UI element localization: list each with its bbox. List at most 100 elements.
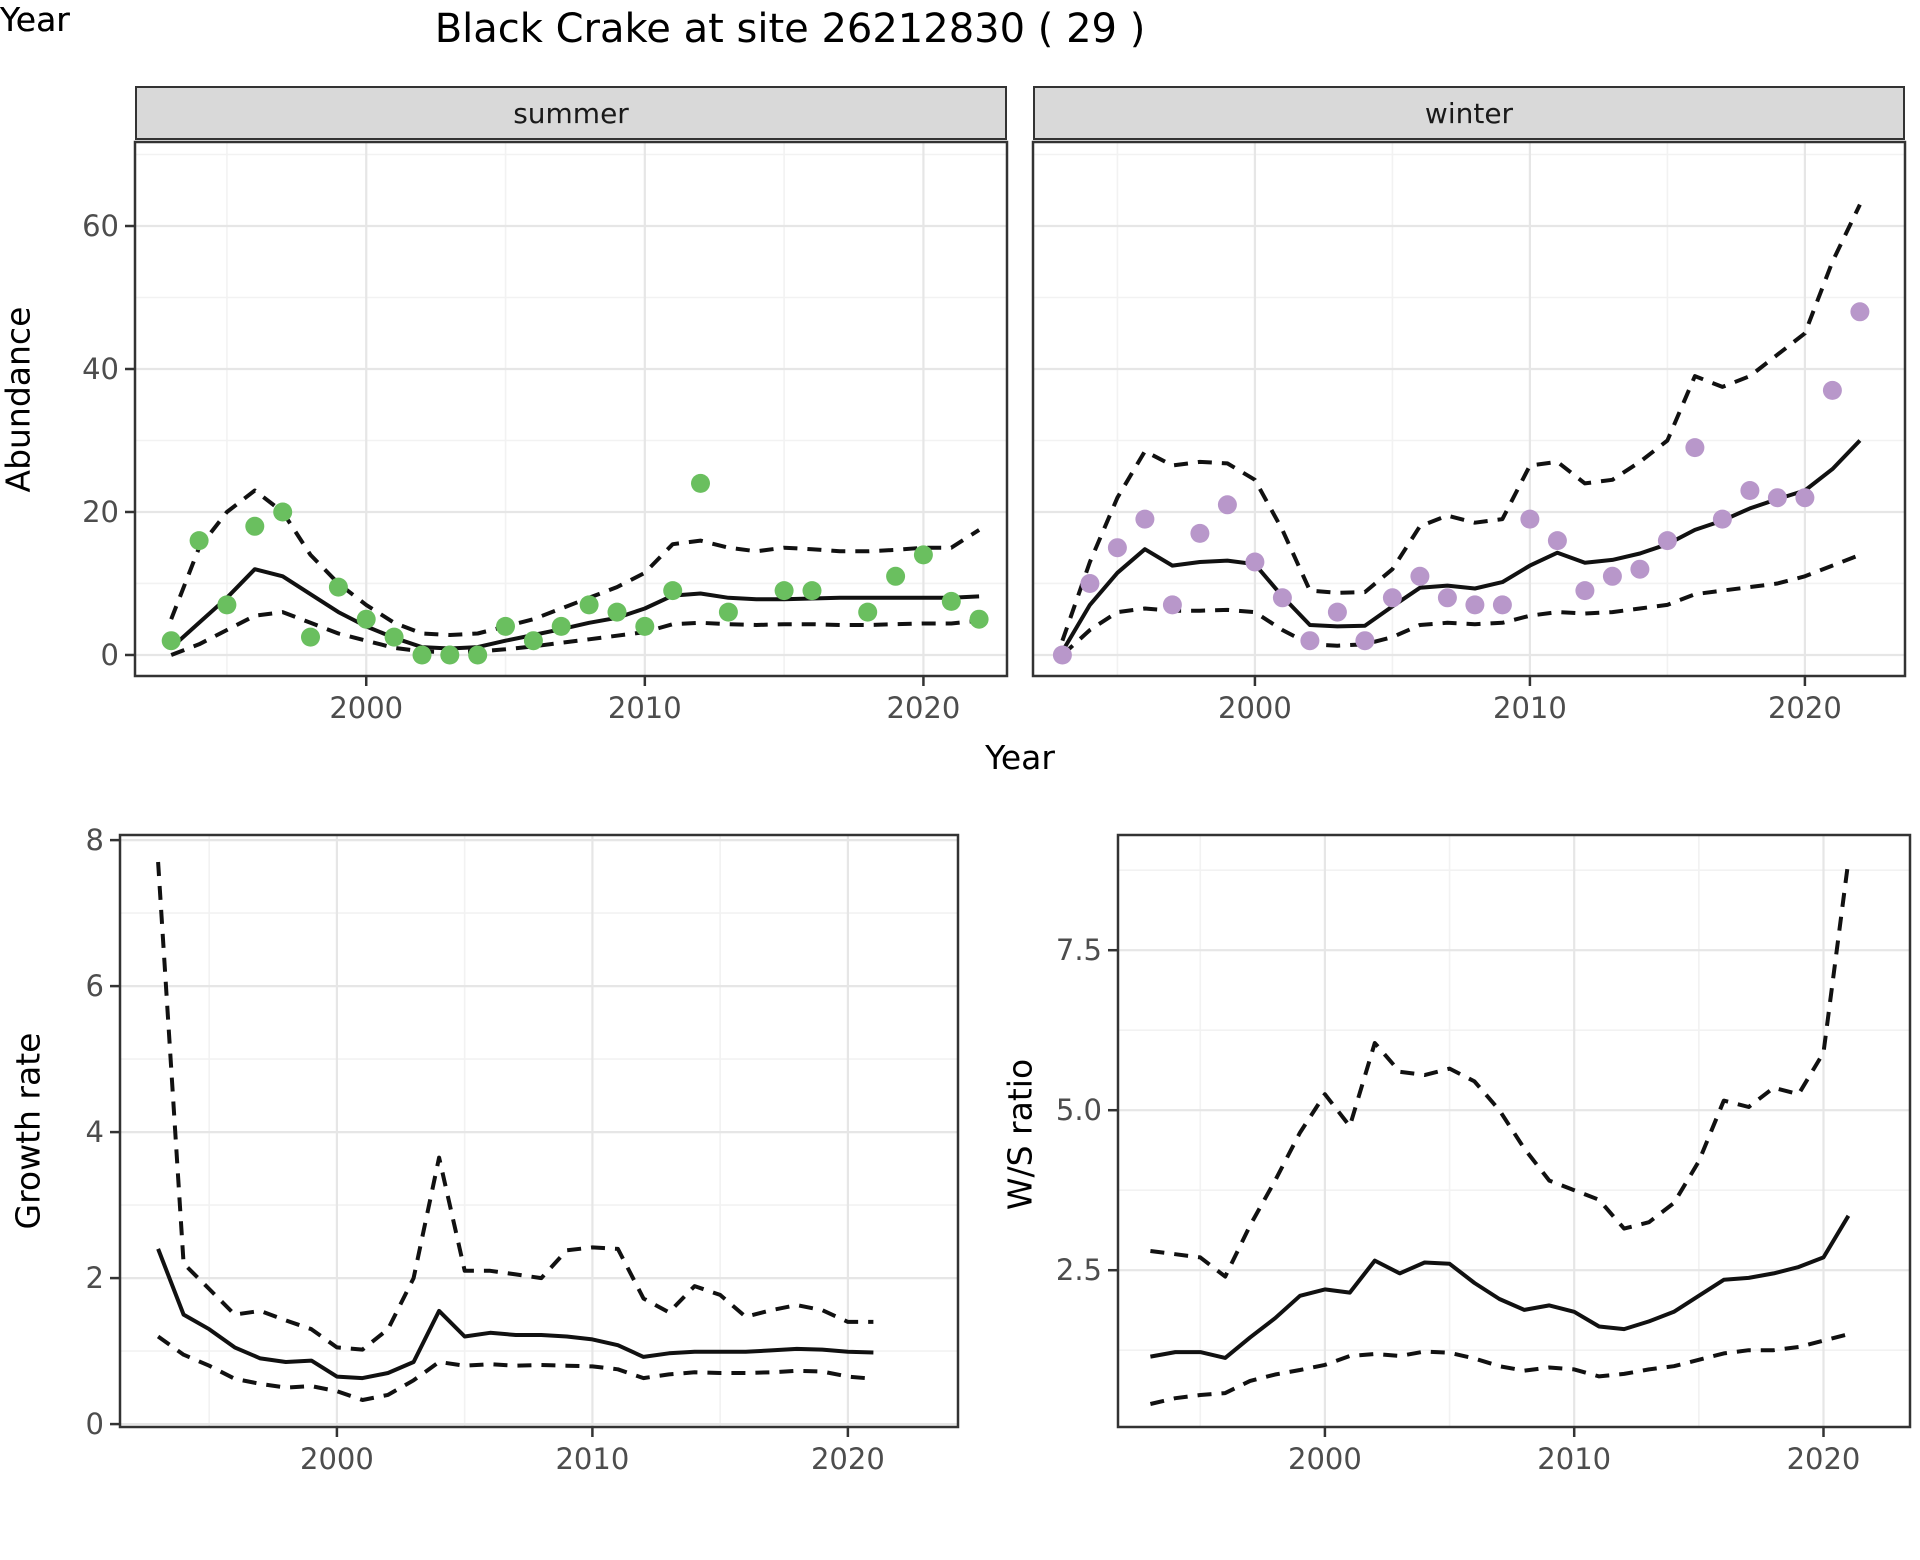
data-point <box>217 595 237 615</box>
data-point <box>1822 380 1842 400</box>
data-point <box>161 631 181 651</box>
data-point <box>384 627 404 647</box>
panel-abundance-winter: 2000 2010 2020 <box>1031 140 1907 725</box>
data-point <box>1712 509 1732 529</box>
y-axis-title-growth-rate: Growth rate <box>8 1032 48 1230</box>
data-point <box>189 531 209 551</box>
y-tick-label: 4 <box>86 1115 104 1149</box>
data-point <box>913 545 933 565</box>
y-tick-label: 8 <box>86 823 104 857</box>
data-point <box>607 602 627 622</box>
upper-ci-line-ws-ratio <box>1150 860 1851 1279</box>
lower-ci-line-ws-ratio <box>1149 1332 1849 1406</box>
data-point <box>774 581 794 601</box>
data-point <box>1052 645 1072 665</box>
data-point <box>1657 531 1677 551</box>
data-point <box>579 595 599 615</box>
y-tick-label: 60 <box>82 209 119 243</box>
x-tick-label: 2010 <box>555 1442 629 1476</box>
data-point <box>1437 588 1457 608</box>
facet-strip-summer-label: summer <box>513 96 629 130</box>
data-point <box>1107 538 1127 558</box>
facet-strip-summer: summer <box>135 86 1007 140</box>
data-point <box>468 645 488 665</box>
data-point <box>1410 566 1430 586</box>
y-tick-label: 2 <box>86 1261 104 1295</box>
x-tick-label: 2020 <box>1787 1442 1861 1476</box>
data-point <box>1492 595 1512 615</box>
data-point <box>1162 595 1182 615</box>
y-tick-label: 6 <box>86 969 104 1003</box>
panel-growth-rate: 2000 2010 2020 0 2 4 6 8 <box>86 823 960 1476</box>
y-tick-label: 0 <box>86 1407 104 1441</box>
lower-ci-line-growth-rate <box>156 1334 874 1402</box>
data-point <box>858 602 878 622</box>
data-point <box>328 577 348 597</box>
data-point <box>301 627 320 647</box>
data-point <box>1630 559 1650 579</box>
upper-ci-line-abundance-winter <box>1060 203 1862 642</box>
lower-ci-line-abundance-summer <box>170 610 980 657</box>
data-point <box>1547 531 1567 551</box>
facet-strip-winter: winter <box>1033 86 1905 140</box>
data-point <box>1465 595 1485 615</box>
plot-title: Black Crake at site 26212830 ( 29 ) <box>434 6 1146 52</box>
data-point <box>551 616 571 636</box>
upper-ci-line-abundance-summer <box>169 488 981 637</box>
y-tick-label: 40 <box>82 352 119 386</box>
data-point <box>886 566 906 586</box>
data-point <box>1575 581 1595 601</box>
upper-ci-line-growth-rate <box>156 861 874 1352</box>
data-point <box>1217 495 1237 515</box>
x-tick-label: 2010 <box>1537 1442 1611 1476</box>
facet-strip-winter-label: winter <box>1424 96 1514 130</box>
x-axis-title-year-bottom-left: Year <box>0 0 70 39</box>
panel-abundance-summer: 2000 2010 2020 0 20 40 60 <box>82 140 1009 725</box>
y-tick-label: 5.0 <box>1056 1093 1102 1127</box>
fit-line-abundance-summer <box>169 567 980 651</box>
data-point <box>802 581 822 601</box>
x-tick-label: 2000 <box>300 1442 374 1476</box>
data-point <box>1740 481 1760 500</box>
y-tick-label: 2.5 <box>1056 1253 1102 1287</box>
x-tick-label: 2020 <box>811 1442 885 1476</box>
y-tick-label: 20 <box>82 495 119 529</box>
x-tick-label: 2010 <box>608 691 682 725</box>
data-point <box>1272 588 1292 608</box>
panel-ws-ratio: 2000 2010 2020 2.5 5.0 7.5 <box>1056 833 1912 1476</box>
data-point <box>273 502 293 522</box>
data-point <box>1850 302 1870 322</box>
x-axis-title-year-bottom-right: Year <box>0 0 70 39</box>
fit-line-growth-rate <box>156 1248 874 1381</box>
x-tick-label: 2000 <box>329 691 403 725</box>
data-point <box>523 631 543 651</box>
data-point <box>1355 631 1375 651</box>
data-point <box>440 645 460 665</box>
data-point <box>1300 631 1320 651</box>
data-point <box>356 609 376 629</box>
x-tick-label: 2020 <box>1768 691 1842 725</box>
x-axis-title-year-top: Year <box>985 738 1055 777</box>
y-axis-title-abundance: Abundance <box>0 306 38 493</box>
lower-ci-line-abundance-winter <box>1061 553 1861 657</box>
data-point <box>1080 574 1100 593</box>
data-point <box>245 516 265 536</box>
y-tick-label: 7.5 <box>1056 933 1102 967</box>
data-point <box>718 602 738 622</box>
data-point <box>1327 602 1347 622</box>
data-point <box>1795 488 1815 508</box>
data-point <box>663 581 683 601</box>
data-point <box>1520 509 1540 529</box>
data-point <box>1245 552 1265 572</box>
data-point <box>1135 509 1155 529</box>
y-axis-title-ws-ratio: W/S ratio <box>1000 1058 1040 1211</box>
data-point <box>496 616 515 636</box>
data-point <box>1767 488 1787 508</box>
data-point <box>412 645 432 665</box>
data-point <box>635 616 655 636</box>
x-tick-label: 2010 <box>1493 691 1567 725</box>
fit-line-ws-ratio <box>1150 1214 1851 1360</box>
x-tick-label: 2000 <box>1288 1442 1362 1476</box>
